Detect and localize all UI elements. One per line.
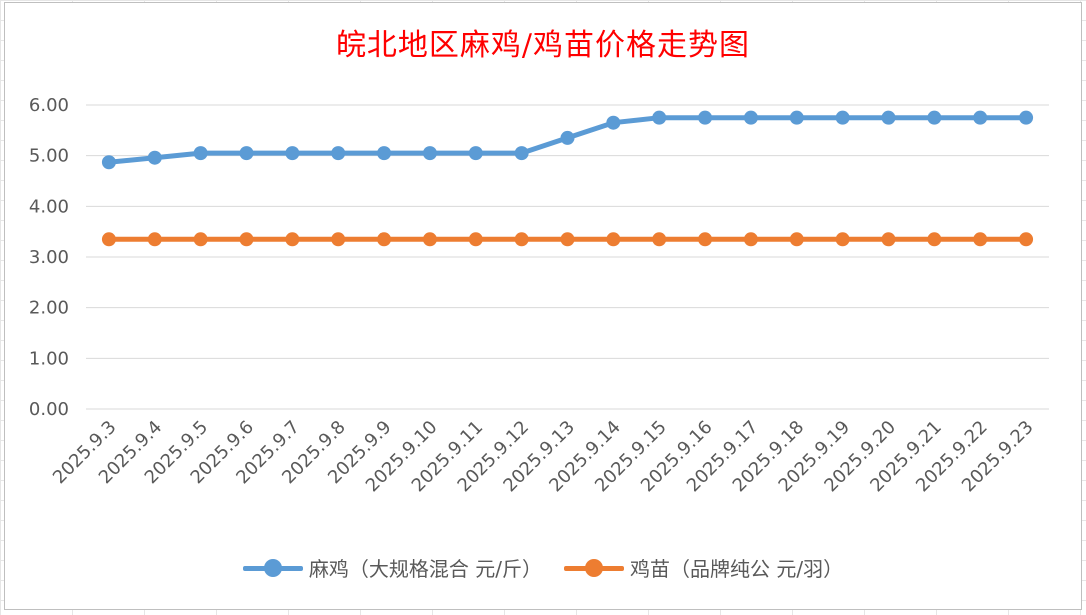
data-point-series-2 <box>193 232 208 247</box>
data-point-series-1 <box>927 110 942 125</box>
y-tick-label: 6.00 <box>29 95 69 116</box>
data-point-series-1 <box>147 150 162 165</box>
data-point-series-2 <box>698 232 713 247</box>
y-tick-label: 3.00 <box>29 247 69 268</box>
data-point-series-1 <box>606 115 621 130</box>
data-point-series-2 <box>560 232 575 247</box>
data-point-series-1 <box>835 110 850 125</box>
legend-item-series-1[interactable]: 麻鸡（大规格混合 元/斤） <box>242 553 542 582</box>
data-point-series-2 <box>147 232 162 247</box>
legend-label-series-1: 麻鸡（大规格混合 元/斤） <box>308 557 542 581</box>
y-tick-label: 2.00 <box>29 298 69 319</box>
data-point-series-2 <box>377 232 392 247</box>
data-point-series-2 <box>835 232 850 247</box>
data-point-series-2 <box>422 232 437 247</box>
data-point-series-1 <box>698 110 713 125</box>
legend-label-series-2: 鸡苗（品牌纯公 元/羽） <box>630 557 844 581</box>
legend-item-series-2[interactable]: 鸡苗（品牌纯公 元/羽） <box>564 553 843 582</box>
data-point-series-2 <box>606 232 621 247</box>
data-point-series-2 <box>1019 232 1034 247</box>
data-point-series-2 <box>927 232 942 247</box>
data-point-series-2 <box>881 232 896 247</box>
data-point-series-1 <box>881 110 896 125</box>
data-point-series-1 <box>422 146 437 161</box>
data-point-series-1 <box>331 146 346 161</box>
y-tick-label: 1.00 <box>29 348 69 369</box>
data-point-series-1 <box>743 110 758 125</box>
y-tick-label: 5.00 <box>29 146 69 167</box>
data-point-series-2 <box>239 232 254 247</box>
chart-title: 皖北地区麻鸡/鸡苗价格走势图 <box>335 28 751 63</box>
legend-marker-series-2 <box>564 558 624 578</box>
data-point-series-1 <box>1019 110 1034 125</box>
data-point-series-2 <box>514 232 529 247</box>
y-tick-label: 4.00 <box>29 196 69 217</box>
data-point-series-1 <box>514 146 529 161</box>
data-point-series-1 <box>101 155 116 170</box>
chart-area[interactable] <box>4 2 1082 610</box>
data-point-series-2 <box>743 232 758 247</box>
data-point-series-2 <box>468 232 483 247</box>
data-point-series-2 <box>652 232 667 247</box>
legend-marker-series-1 <box>242 558 303 578</box>
data-point-series-2 <box>789 232 804 247</box>
data-point-series-1 <box>973 110 988 125</box>
legend: 麻鸡（大规格混合 元/斤） 鸡苗（品牌纯公 元/羽） <box>0 553 1086 582</box>
data-point-series-2 <box>331 232 346 247</box>
data-point-series-2 <box>285 232 300 247</box>
data-point-series-1 <box>193 146 208 161</box>
data-point-series-1 <box>560 130 575 145</box>
data-point-series-2 <box>973 232 988 247</box>
data-point-series-1 <box>285 146 300 161</box>
data-point-series-1 <box>377 146 392 161</box>
data-point-series-1 <box>468 146 483 161</box>
data-point-series-2 <box>101 232 116 247</box>
data-point-series-1 <box>789 110 804 125</box>
data-point-series-1 <box>239 146 254 161</box>
data-point-series-1 <box>652 110 667 125</box>
y-tick-label: 0.00 <box>29 399 69 420</box>
